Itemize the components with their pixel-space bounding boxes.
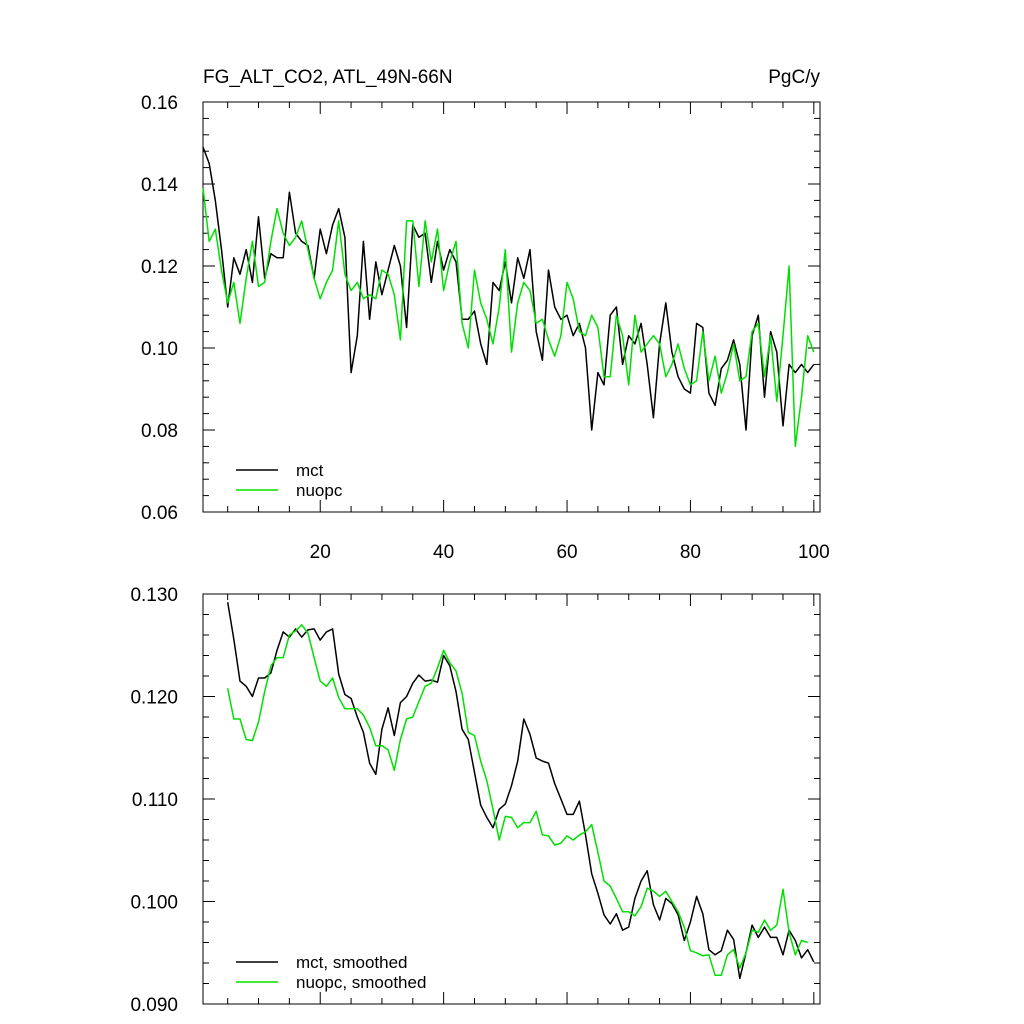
bottom-series-line-mct-smoothed bbox=[226, 602, 815, 980]
top-ytick-label: 0.06 bbox=[141, 503, 178, 524]
bottom-ytick-label: 0.090 bbox=[130, 995, 178, 1016]
top-panel: FG_ALT_CO2, ATL_49N-66N PgC/y 0.060.080.… bbox=[141, 67, 830, 563]
legend-label-nuopc: nuopc bbox=[296, 481, 343, 500]
bottom-ytick-label: 0.120 bbox=[130, 688, 178, 709]
top-ytick-label: 0.08 bbox=[141, 421, 178, 442]
top-axis-ticks: 0.06 0.08 0.10 0.12 0.14 0.16 20 40 60 80 100 bbox=[141, 93, 830, 563]
top-xtick-label: 20 bbox=[310, 542, 331, 563]
top-xtick-label: 40 bbox=[433, 542, 454, 563]
legend-label-mct-smoothed: mct, smoothed bbox=[296, 953, 408, 972]
top-xtick-label: 100 bbox=[798, 542, 830, 563]
bottom-legend: mct, smoothed nuopc, smoothed bbox=[236, 953, 426, 992]
top-series-line-mct bbox=[202, 146, 815, 431]
bottom-ytick-label: 0.100 bbox=[130, 893, 178, 914]
top-xtick-label: 80 bbox=[680, 542, 701, 563]
top-ytick-label: 0.10 bbox=[141, 339, 178, 360]
top-series-lines bbox=[202, 146, 815, 448]
top-ytick-label: 0.12 bbox=[141, 257, 178, 278]
top-series-line-nuopc bbox=[202, 188, 815, 448]
top-ytick-label: 0.16 bbox=[141, 93, 178, 114]
top-plot-frame bbox=[202, 101, 821, 513]
bottom-ytick-label: 0.110 bbox=[132, 790, 178, 811]
bottom-ytick-label: 0.130 bbox=[130, 585, 178, 606]
top-legend: mct nuopc bbox=[236, 461, 343, 500]
bottom-series-lines bbox=[226, 602, 815, 980]
top-panel-units: PgC/y bbox=[768, 67, 820, 88]
top-panel-title: FG_ALT_CO2, ATL_49N-66N bbox=[203, 67, 453, 88]
legend-label-mct: mct bbox=[296, 461, 324, 480]
top-xtick-label: 60 bbox=[556, 542, 577, 563]
top-ytick-label: 0.14 bbox=[141, 175, 178, 196]
bottom-axis-ticks: 0.090 0.100 0.110 0.120 0.130 bbox=[130, 585, 820, 1016]
bottom-series-line-nuopc-smoothed bbox=[226, 624, 808, 977]
bottom-panel: 0.090 0.100 0.110 0.120 0.130 mct, smoothed … bbox=[130, 585, 821, 1016]
bottom-plot-frame bbox=[202, 593, 821, 1005]
legend-label-nuopc-smoothed: nuopc, smoothed bbox=[296, 973, 426, 992]
